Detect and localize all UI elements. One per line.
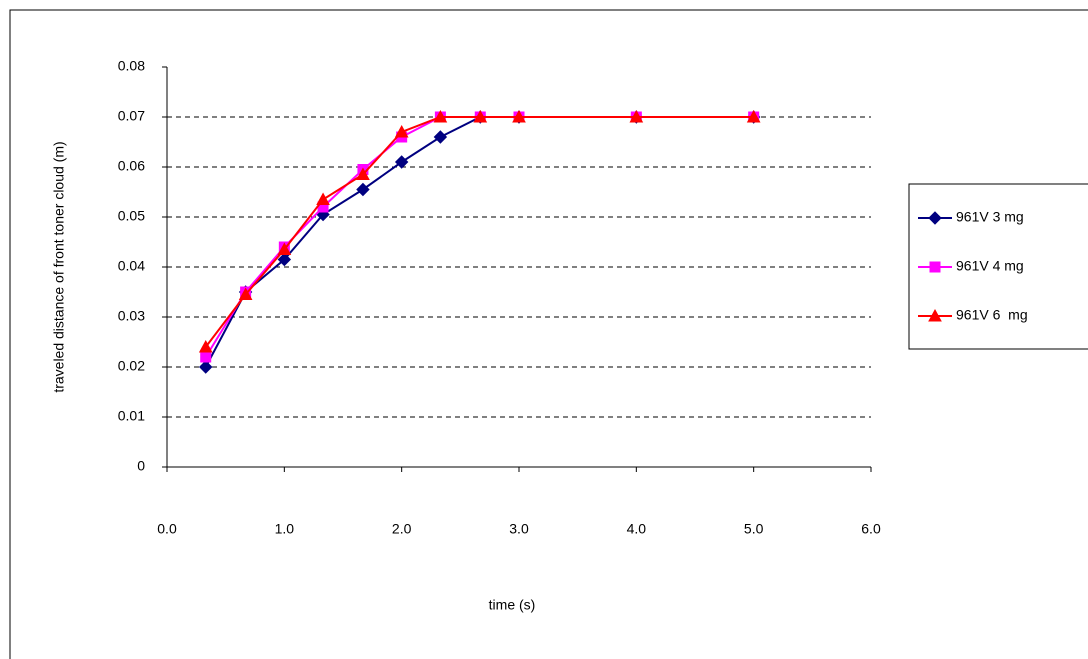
x-tick-label: 5.0 bbox=[744, 521, 764, 537]
y-tick-label: 0.06 bbox=[118, 158, 145, 174]
data-point bbox=[473, 109, 488, 123]
legend-label: 961V 3 mg bbox=[956, 209, 1024, 225]
data-point bbox=[433, 130, 448, 144]
data-point bbox=[356, 167, 370, 180]
y-tick-label: 0.02 bbox=[118, 358, 145, 374]
data-point bbox=[238, 287, 253, 300]
y-tick-label: 0.08 bbox=[118, 58, 145, 74]
chart-border bbox=[9, 9, 1088, 659]
data-point bbox=[433, 109, 448, 123]
data-point bbox=[746, 109, 761, 123]
data-point bbox=[198, 339, 213, 353]
legend-marker bbox=[929, 261, 941, 273]
data-point bbox=[200, 351, 212, 363]
data-point bbox=[394, 155, 409, 169]
y-tick-label: 0.03 bbox=[118, 308, 145, 324]
legend-label: 961V 4 mg bbox=[956, 258, 1024, 274]
data-point bbox=[512, 109, 526, 123]
data-point bbox=[316, 192, 330, 205]
x-axis-title: time (s) bbox=[489, 597, 536, 613]
y-axis-title: traveled distance of front toner cloud (… bbox=[51, 141, 67, 392]
x-tick-label: 4.0 bbox=[627, 521, 647, 537]
legend-marker bbox=[928, 211, 942, 225]
y-tick-label: 0 bbox=[137, 458, 145, 474]
data-point bbox=[356, 182, 370, 197]
data-point bbox=[629, 109, 644, 123]
x-tick-label: 1.0 bbox=[275, 521, 295, 537]
legend-label: 961V 6 mg bbox=[956, 307, 1028, 323]
y-tick-label: 0.07 bbox=[118, 108, 145, 124]
y-tick-label: 0.01 bbox=[118, 408, 145, 424]
data-point bbox=[277, 242, 292, 255]
x-tick-label: 0.0 bbox=[157, 521, 177, 537]
y-tick-label: 0.05 bbox=[118, 208, 145, 224]
data-point bbox=[394, 124, 409, 138]
x-tick-label: 2.0 bbox=[392, 521, 412, 537]
x-tick-label: 6.0 bbox=[861, 521, 881, 537]
data-point bbox=[199, 360, 213, 374]
y-tick-label: 0.04 bbox=[118, 258, 145, 274]
x-tick-label: 3.0 bbox=[509, 521, 529, 537]
data-point bbox=[277, 252, 292, 267]
legend-marker bbox=[928, 308, 942, 322]
